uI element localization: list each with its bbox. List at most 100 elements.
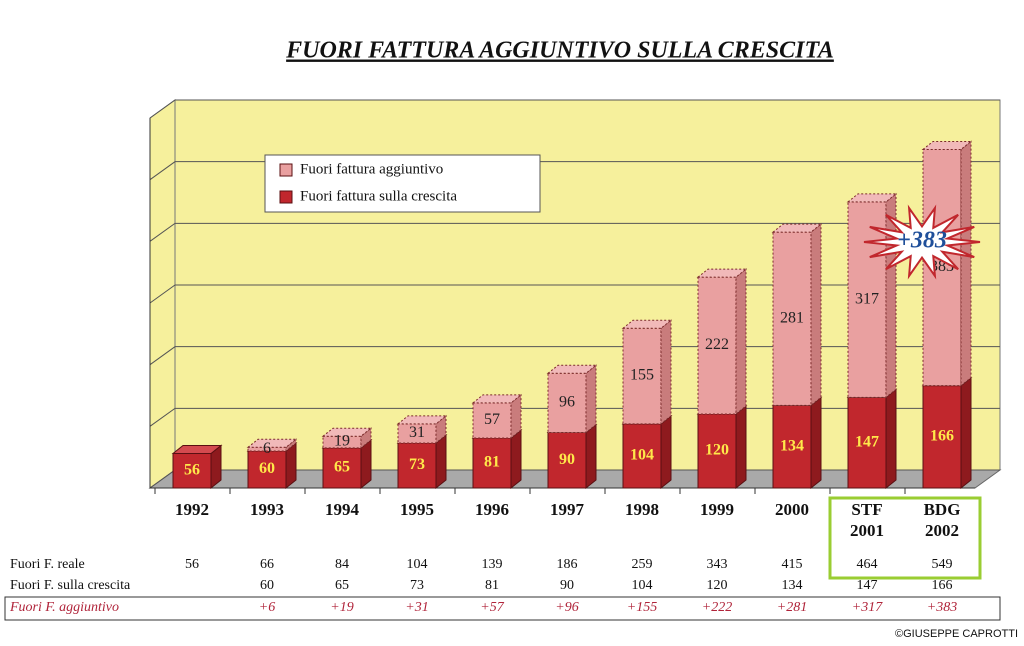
bar-side [735,268,747,416]
value-label: 281 [780,309,804,326]
value-label: 166 [930,427,954,444]
cell: 186 [557,557,578,572]
value-label: 155 [630,367,654,384]
x-tick-label: 1998 [625,500,659,519]
grid-line [149,99,1000,119]
legend-swatch [279,190,293,204]
bar [697,276,737,415]
bar-side [510,393,522,440]
table-row-box [4,596,1001,621]
row-label: Fuori F. reale [10,557,85,572]
cell: 56 [185,557,199,572]
cell: 139 [482,557,503,572]
value-label: 19 [334,433,350,450]
bar [922,385,962,489]
bar-top [396,415,448,425]
cell: 60 [260,578,274,593]
bar [847,201,887,398]
value-label: 96 [559,394,575,411]
bar-top [171,444,223,454]
bar-top [471,394,523,404]
x-tick-label: 1992 [175,500,209,519]
bar-top [696,268,748,278]
x-tick-label: 1996 [475,500,509,519]
cell: 65 [335,578,349,593]
value-label: 147 [855,433,879,450]
value-label: 104 [630,447,654,464]
cell: 166 [932,578,953,593]
cell: +96 [555,600,578,615]
bar-top [771,223,823,233]
bar [247,446,287,452]
bar-top [846,193,898,203]
bar-side [885,388,897,490]
bar-side [960,140,972,387]
legend-label: Fuori fattura aggiuntivo [300,161,443,177]
cell: +57 [480,600,504,615]
bar [697,413,737,489]
bar-side [660,414,672,490]
x-tick-label: 1994 [325,500,359,519]
credit: ©GIUSEPPE CAPROTTI [895,628,1018,640]
row-label: Fuori F. aggiuntivo [9,600,119,615]
bar [547,372,587,433]
cell: 81 [485,578,499,593]
x-tick-label: BDG 2002 [923,500,961,540]
cell: 104 [632,578,653,593]
cell: +6 [259,600,275,615]
annotation-star [863,204,981,280]
grid-line [149,161,1000,181]
x-tick-label: 1999 [700,500,734,519]
bar [472,402,512,439]
bar-side [510,429,522,490]
cell: 73 [410,578,424,593]
bar [472,437,512,489]
value-label: 6 [263,440,271,457]
legend [264,154,541,213]
value-label: 31 [409,424,425,441]
x-tick-label: 2000 [775,500,809,519]
cell: +317 [852,600,883,615]
value-label: 56 [184,461,200,478]
bar-top [621,319,673,329]
bar-side [585,364,597,434]
cell: +222 [702,600,732,615]
cell: +31 [405,600,428,615]
bar-side [435,433,447,490]
cell: 549 [932,557,953,572]
cell: 66 [260,557,274,572]
value-label: 81 [484,454,500,471]
bar-top [246,438,298,448]
cell: +281 [777,600,807,615]
bar-side [735,404,747,490]
bar [322,435,362,449]
bar-side [660,319,672,425]
value-label: 65 [334,459,350,476]
cell: 120 [707,578,728,593]
x-tick-label: 1997 [550,500,584,519]
bar-side [960,376,972,490]
highlight-box [828,496,982,580]
bar [397,423,437,444]
cell: 343 [707,557,728,572]
value-label: 222 [705,336,729,353]
bar-side [585,423,597,490]
value-label: 73 [409,456,425,473]
bar-side [810,396,822,490]
bar [847,396,887,489]
chart-title: FUORI FATTURA AGGIUNTIVO SULLA CRESCITA [285,38,834,64]
cell: +19 [330,600,353,615]
annotation: +383 [897,228,947,254]
cell: 90 [560,578,574,593]
x-tick-label: 1993 [250,500,284,519]
bar-top [321,427,373,437]
cell: 415 [782,557,803,572]
row-label: Fuori F. sulla crescita [10,578,131,593]
legend-label: Fuori fattura sulla crescita [300,188,457,204]
value-label: 60 [259,460,275,477]
bar-top [546,364,598,374]
x-tick-label: STF 2001 [850,500,884,540]
value-label: 317 [855,290,879,307]
